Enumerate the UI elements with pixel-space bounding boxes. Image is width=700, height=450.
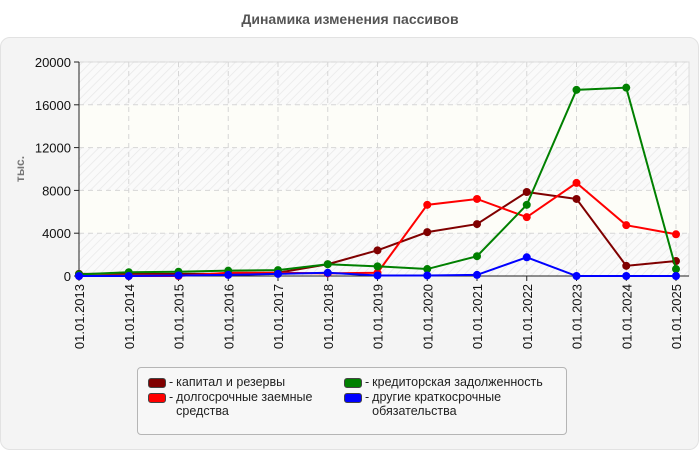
x-tick-label: 01.01.2016 [221, 284, 236, 349]
y-tick-label: 16000 [35, 98, 71, 113]
legend-item-payables: - кредиторская задолженность [344, 375, 564, 389]
data-point [672, 272, 680, 280]
x-tick-label: 01.01.2023 [570, 284, 585, 349]
legend-swatch-longterm [148, 393, 166, 403]
chart-title: Динамика изменения пассивов [241, 11, 459, 27]
x-tick-label: 01.01.2015 [172, 284, 187, 349]
data-point [572, 194, 581, 203]
data-point [174, 271, 183, 280]
data-point [373, 246, 382, 255]
legend: - капитал и резервы - кредиторская задол… [137, 367, 567, 435]
data-point [274, 269, 282, 278]
data-point [75, 272, 83, 280]
data-point [323, 268, 332, 277]
data-point [572, 178, 581, 187]
data-point [522, 200, 531, 209]
x-tick-label: 01.01.2024 [619, 284, 634, 349]
x-tick-label: 01.01.2014 [122, 284, 137, 349]
data-point [423, 228, 432, 237]
data-point [622, 221, 631, 230]
data-point [423, 271, 432, 280]
data-point [473, 270, 481, 279]
data-point [224, 270, 233, 279]
data-point [373, 271, 382, 280]
legend-item-longterm: - долгосрочные заемные средства [148, 390, 333, 418]
data-point [622, 83, 631, 92]
y-tick-label: 12000 [35, 141, 71, 156]
y-tick-label: 4000 [42, 226, 71, 241]
x-tick-label: 01.01.2021 [470, 284, 485, 349]
data-point [672, 230, 680, 239]
data-point [672, 265, 680, 274]
x-tick-label: 01.01.2019 [371, 284, 386, 349]
x-tick-label: 01.01.2017 [271, 284, 286, 349]
data-point [473, 194, 481, 203]
data-point [572, 85, 581, 94]
x-tick-label: 01.01.2020 [420, 284, 435, 349]
x-tick-label: 01.01.2025 [669, 284, 684, 349]
data-point [423, 265, 432, 274]
data-point [473, 220, 481, 229]
legend-item-capital: - капитал и резервы [148, 375, 328, 389]
y-axis-label: тыс. [13, 156, 27, 182]
legend-swatch-other-short [344, 393, 362, 403]
data-point [124, 272, 133, 280]
y-tick-label: 8000 [42, 183, 71, 198]
legend-swatch-payables [344, 378, 362, 388]
y-tick-label: 20000 [35, 55, 71, 70]
data-point [572, 272, 581, 280]
data-point [622, 261, 631, 270]
data-point [423, 200, 432, 209]
x-tick-label: 01.01.2013 [72, 284, 87, 349]
x-tick-label: 01.01.2018 [321, 284, 336, 349]
legend-item-other-short: - другие краткосрочные обязательства [344, 390, 524, 418]
y-tick-label: 0 [64, 269, 71, 284]
data-point [622, 272, 631, 280]
data-point [473, 252, 481, 261]
data-point [522, 213, 531, 222]
data-point [323, 260, 332, 269]
data-point [373, 262, 382, 271]
data-point [522, 188, 531, 197]
legend-swatch-capital [148, 378, 166, 388]
plot-area: 0 4000 8000 12000 16000 20000 01.01.2013 01.01.… [13, 55, 690, 349]
data-point [522, 253, 531, 262]
x-tick-label: 01.01.2022 [520, 284, 535, 349]
